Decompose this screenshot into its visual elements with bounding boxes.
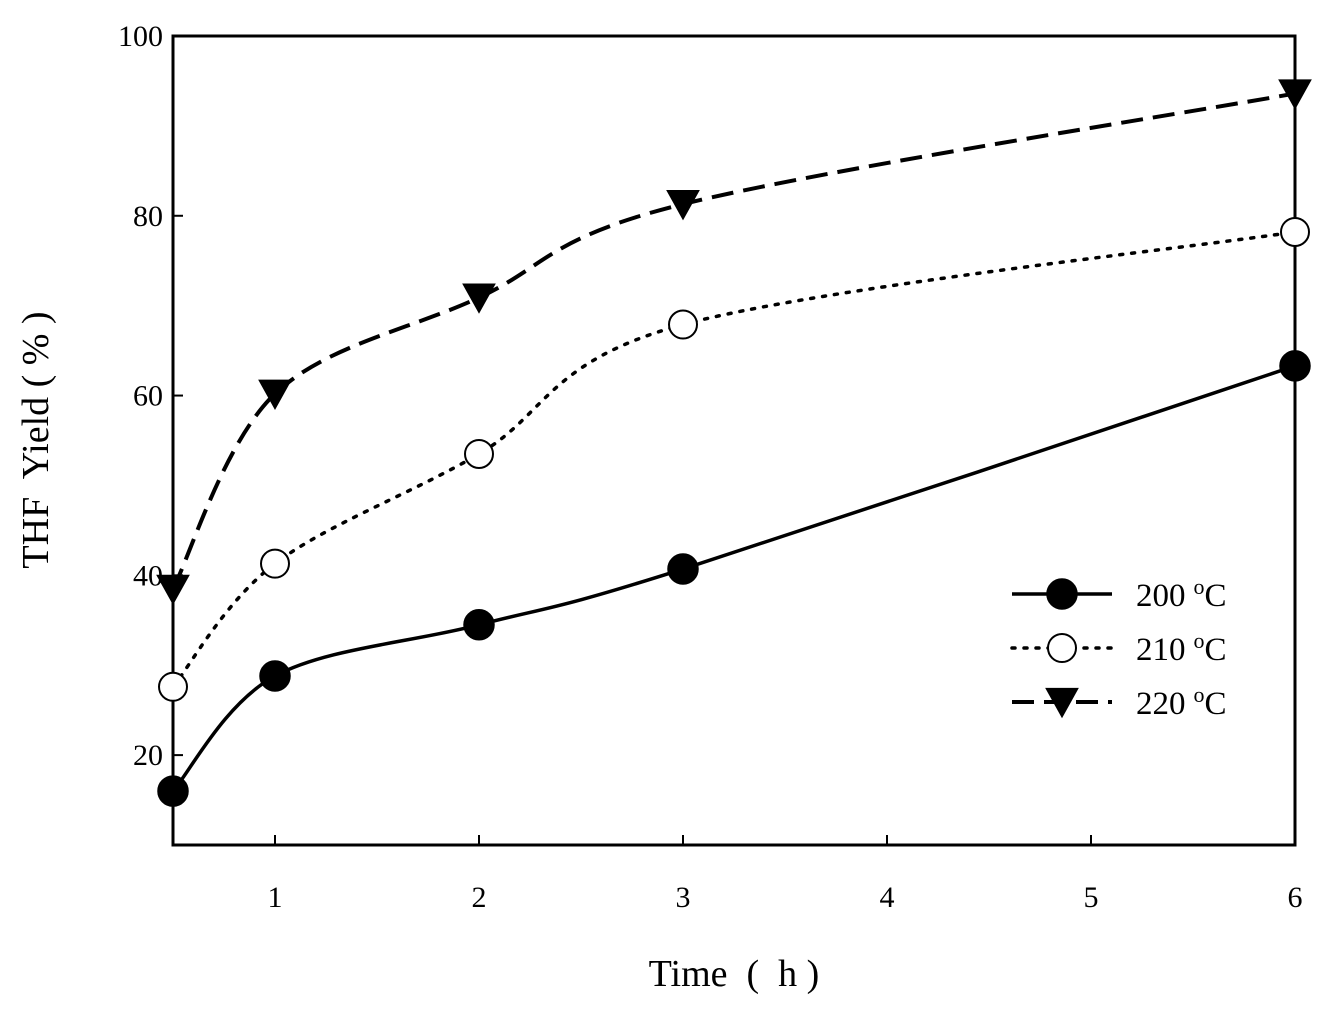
legend-marker-shape-200 [1046, 578, 1078, 610]
legend-marker-210 [1047, 633, 1077, 663]
legend-marker-shape-220 [1045, 687, 1079, 719]
data-point-220 [666, 189, 700, 221]
legend-label-210: 210 oC [1136, 628, 1227, 668]
legend-item-220: 220 oC [1012, 682, 1227, 722]
x-axis-title: Time ( h ) [649, 953, 820, 995]
data-point-220 [462, 283, 496, 314]
legend-marker-shape-210 [1047, 633, 1077, 663]
y-tick-label: 100 [118, 20, 163, 53]
data-point-200 [1279, 350, 1311, 382]
series-line-220 [171, 91, 1296, 590]
legend-item-200: 200 oC [1012, 574, 1227, 614]
x-tick-label: 4 [880, 881, 895, 914]
x-tick-label: 3 [676, 881, 691, 914]
data-point-200 [667, 553, 699, 585]
data-point-210 [158, 671, 188, 702]
legend-label-220: 220 oC [1136, 682, 1227, 722]
series-line-210 [171, 230, 1297, 689]
data-point-200 [259, 660, 291, 692]
y-tick-label: 60 [133, 380, 163, 413]
legend-marker-200 [1046, 578, 1078, 610]
data-point-210 [464, 438, 494, 469]
x-tick-label: 2 [472, 881, 487, 914]
series-lines [171, 91, 1297, 793]
data-point-220 [1278, 79, 1312, 110]
series-line-200 [171, 364, 1296, 793]
legend-label-200: 200 oC [1136, 574, 1227, 614]
x-tick-label: 1 [268, 881, 283, 914]
legend: 200 oC 210 oC 220 oC [1010, 574, 1227, 722]
data-point-220 [258, 379, 292, 410]
data-point-200 [157, 775, 189, 807]
series-markers [156, 79, 1312, 807]
data-point-210 [668, 309, 698, 340]
x-tick-label: 5 [1084, 881, 1099, 914]
plot-area-frame [171, 34, 1297, 847]
x-tick-label: 6 [1288, 881, 1303, 914]
y-tick-label: 20 [133, 739, 163, 772]
x-axis-ticks: 1 2 3 4 5 6 [268, 835, 1303, 914]
data-point-210 [1280, 216, 1310, 247]
data-point-210 [260, 548, 290, 579]
data-point-200 [463, 609, 495, 641]
y-tick-label: 80 [133, 200, 163, 233]
data-point-220 [156, 574, 190, 606]
legend-item-210: 210 oC [1010, 628, 1227, 668]
legend-marker-220 [1045, 687, 1079, 719]
y-axis-title: THF Yield ( % ) [15, 311, 57, 568]
